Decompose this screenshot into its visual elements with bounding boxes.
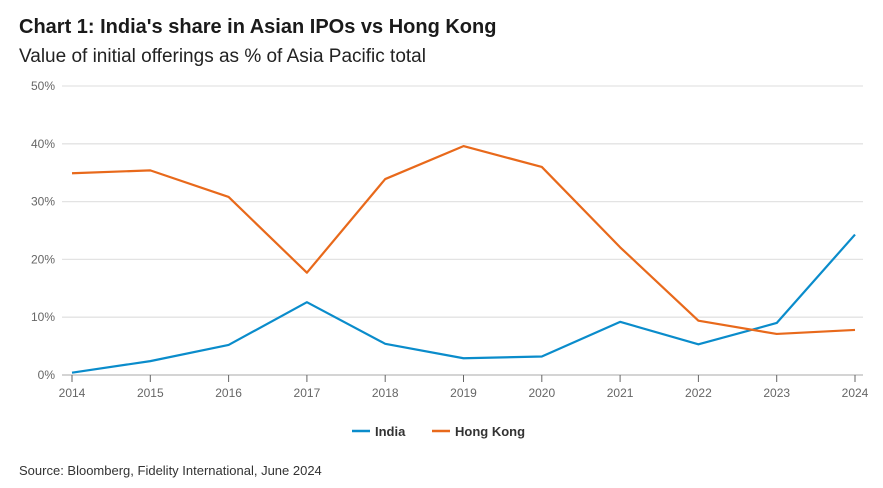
legend-label: India: [375, 424, 406, 439]
x-tick-label: 2018: [372, 386, 399, 400]
y-tick-label: 30%: [31, 195, 55, 209]
source-note: Source: Bloomberg, Fidelity Internationa…: [19, 463, 322, 478]
chart-title: Chart 1: India's share in Asian IPOs vs …: [19, 16, 497, 38]
x-tick-label: 2020: [528, 386, 555, 400]
x-tick-label: 2019: [450, 386, 477, 400]
x-tick-label: 2014: [59, 386, 86, 400]
x-tick-label: 2022: [685, 386, 712, 400]
y-tick-label: 20%: [31, 252, 55, 266]
y-tick-label: 50%: [31, 79, 55, 93]
y-tick-label: 0%: [38, 368, 56, 382]
x-tick-label: 2024: [842, 386, 869, 400]
x-tick-label: 2017: [294, 386, 321, 400]
series-line-india: [71, 233, 856, 374]
chart-subtitle: Value of initial offerings as % of Asia …: [19, 46, 426, 67]
x-tick-label: 2023: [763, 386, 790, 400]
x-tick-label: 2021: [607, 386, 634, 400]
y-tick-label: 10%: [31, 310, 55, 324]
y-tick-label: 40%: [31, 137, 55, 151]
series-line-hong-kong: [71, 145, 856, 336]
legend-label: Hong Kong: [455, 424, 525, 439]
x-tick-label: 2015: [137, 386, 164, 400]
x-tick-label: 2016: [215, 386, 242, 400]
